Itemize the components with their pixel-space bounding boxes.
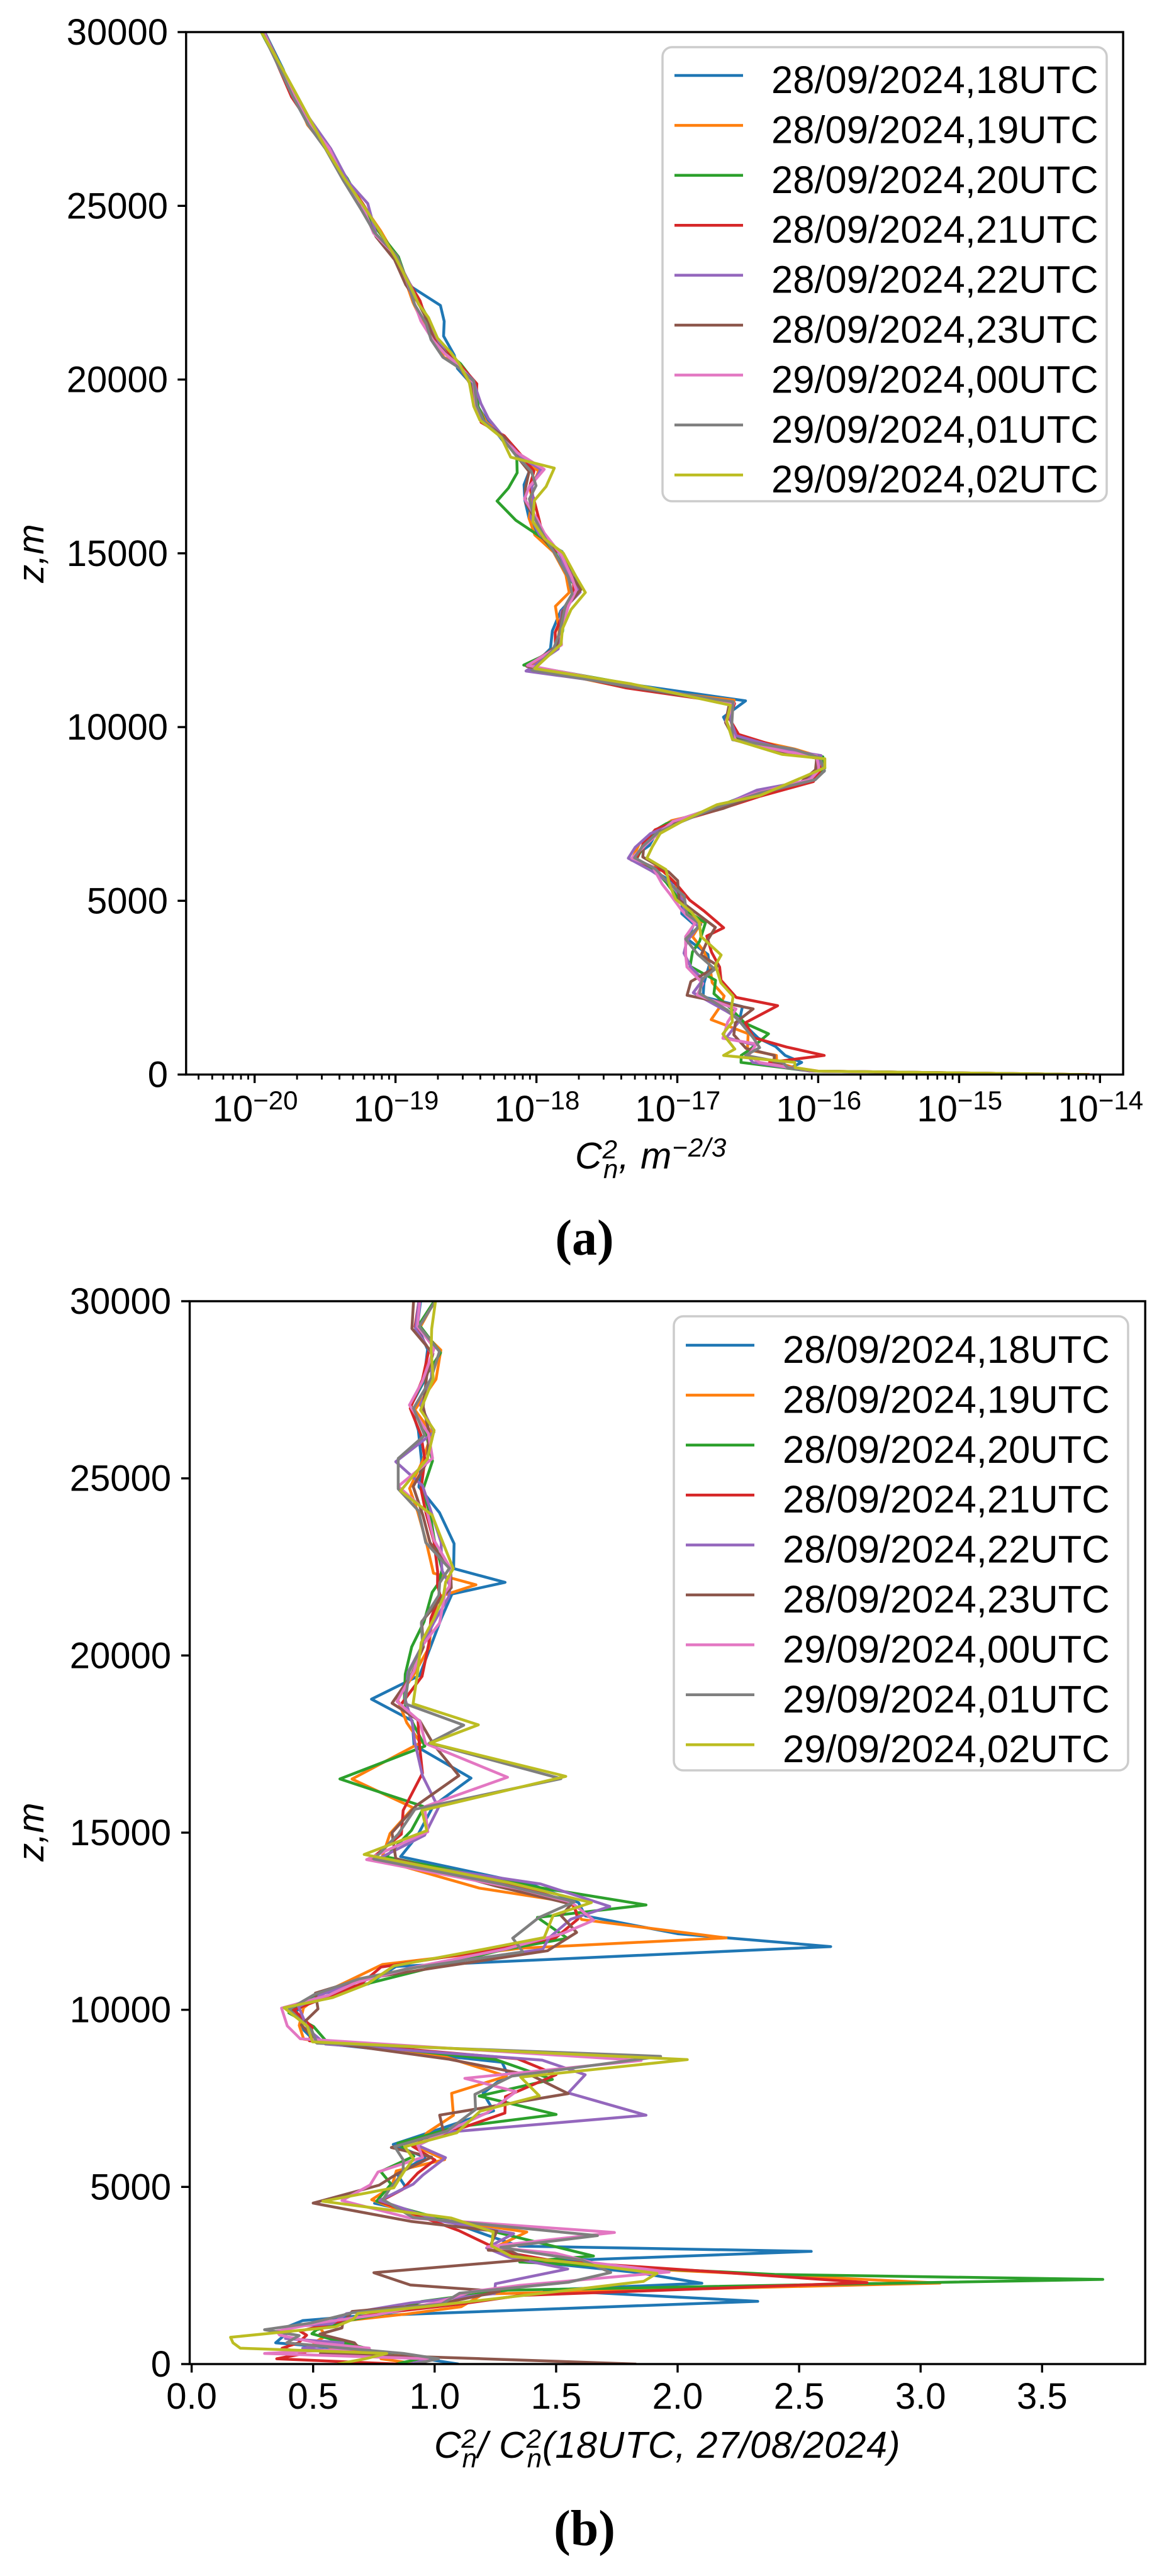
svg-text:z,m: z,m: [11, 1802, 52, 1862]
svg-text:3.5: 3.5: [1017, 2376, 1068, 2417]
svg-text:28/09/2024,21UTC: 28/09/2024,21UTC: [783, 1478, 1110, 1521]
svg-text:28/09/2024,23UTC: 28/09/2024,23UTC: [771, 308, 1099, 352]
svg-text:5000: 5000: [90, 2167, 171, 2207]
svg-text:25000: 25000: [67, 186, 168, 226]
svg-text:10000: 10000: [67, 707, 168, 748]
svg-text:28/09/2024,18UTC: 28/09/2024,18UTC: [783, 1328, 1110, 1372]
svg-text:28/09/2024,22UTC: 28/09/2024,22UTC: [783, 1528, 1110, 1572]
svg-text:28/09/2024,20UTC: 28/09/2024,20UTC: [783, 1428, 1110, 1472]
svg-text:29/09/2024,01UTC: 29/09/2024,01UTC: [783, 1678, 1110, 1721]
svg-text:0: 0: [148, 1055, 168, 1096]
svg-text:3.0: 3.0: [895, 2376, 946, 2417]
svg-text:30000: 30000: [67, 12, 168, 53]
svg-text:20000: 20000: [67, 360, 168, 401]
svg-text:1.5: 1.5: [531, 2376, 582, 2417]
svg-text:1.0: 1.0: [409, 2376, 460, 2417]
svg-text:29/09/2024,01UTC: 29/09/2024,01UTC: [771, 408, 1099, 452]
svg-text:29/09/2024,00UTC: 29/09/2024,00UTC: [783, 1628, 1110, 1671]
svg-text:28/09/2024,23UTC: 28/09/2024,23UTC: [783, 1578, 1110, 1621]
svg-text:z,m: z,m: [11, 524, 52, 583]
svg-text:28/09/2024,22UTC: 28/09/2024,22UTC: [771, 258, 1099, 302]
svg-text:29/09/2024,00UTC: 29/09/2024,00UTC: [771, 358, 1099, 401]
svg-text:(b): (b): [554, 2501, 615, 2557]
svg-text:5000: 5000: [87, 880, 168, 921]
svg-text:25000: 25000: [70, 1458, 171, 1499]
svg-text:28/09/2024,19UTC: 28/09/2024,19UTC: [771, 108, 1099, 152]
svg-text:28/09/2024,21UTC: 28/09/2024,21UTC: [771, 208, 1099, 252]
svg-text:10000: 10000: [70, 1990, 171, 2031]
svg-text:28/09/2024,20UTC: 28/09/2024,20UTC: [771, 158, 1099, 202]
svg-text:28/09/2024,19UTC: 28/09/2024,19UTC: [783, 1378, 1110, 1421]
svg-text:30000: 30000: [70, 1281, 171, 1322]
svg-text:C2n/ C2n(18UTC, 27/08/2024): C2 n/ C2 n(18UTC, 27/08/2024): [434, 2424, 900, 2473]
svg-text:15000: 15000: [67, 533, 168, 574]
svg-text:28/09/2024,18UTC: 28/09/2024,18UTC: [771, 58, 1099, 102]
svg-text:0: 0: [151, 2344, 171, 2385]
svg-text:29/09/2024,02UTC: 29/09/2024,02UTC: [783, 1728, 1110, 1771]
svg-text:(a): (a): [555, 1211, 613, 1266]
svg-text:20000: 20000: [70, 1635, 171, 1676]
svg-text:29/09/2024,02UTC: 29/09/2024,02UTC: [771, 458, 1099, 501]
svg-text:0.0: 0.0: [166, 2376, 217, 2417]
svg-text:15000: 15000: [70, 1813, 171, 1853]
svg-text:2.5: 2.5: [774, 2376, 825, 2417]
svg-text:C2n, m−2/3: C2 n, m−2/3: [575, 1133, 727, 1184]
svg-text:0.5: 0.5: [288, 2376, 338, 2417]
svg-text:2.0: 2.0: [652, 2376, 703, 2417]
